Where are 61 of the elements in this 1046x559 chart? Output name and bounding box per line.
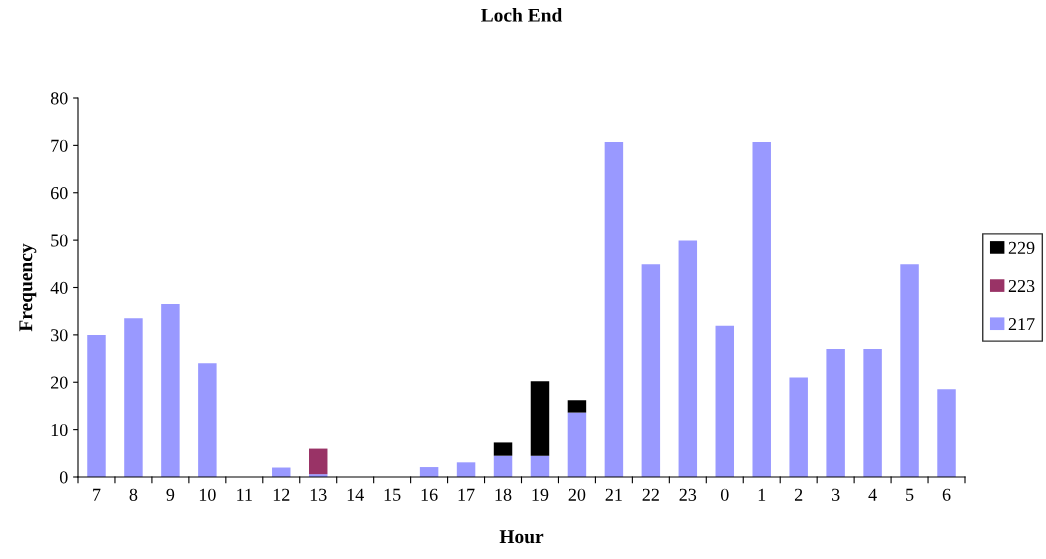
x-tick-label: 1 [758,488,766,501]
bar [198,363,217,477]
bar [789,377,808,477]
bar [124,318,143,477]
legend-label: 223 [1008,279,1035,293]
legend-label: 229 [1008,241,1035,254]
x-tick-label: 5 [906,488,914,501]
bar [826,349,845,477]
legend-label: 217 [1008,318,1035,331]
x-tick-label: 23 [679,488,697,501]
bar [530,455,550,477]
x-tick-label: 19 [532,488,549,501]
x-tick-label: 22 [642,488,659,501]
bar [641,264,661,477]
x-axis-title: Hour [499,530,544,544]
x-tick-label: 4 [868,488,877,501]
y-tick-label: 0 [59,471,68,484]
x-tick-label: 20 [568,488,586,501]
bar [456,462,476,477]
bar [900,264,919,477]
x-tick-label: 15 [384,488,401,501]
bar [567,412,587,477]
bar [752,142,771,477]
x-tick-label: 0 [720,488,729,501]
y-tick-label: 30 [51,329,68,342]
x-tick-label: 18 [495,488,512,501]
bar [937,389,956,477]
bar [678,240,698,477]
x-tick-label: 14 [347,488,364,501]
x-tick-label: 10 [199,488,216,501]
x-tick-label: 11 [237,488,252,501]
x-tick-label: 21 [605,488,622,501]
x-tick-label: 9 [166,488,175,501]
y-tick-label: 80 [50,92,68,105]
x-tick-label: 2 [794,488,803,501]
x-tick-label: 6 [942,488,951,501]
y-axis-title: Frequency [19,243,37,332]
bar [161,304,180,477]
bar [493,442,513,456]
bar [715,325,735,477]
y-tick-label: 70 [51,139,68,152]
y-tick-label: 10 [51,423,68,437]
x-tick-label: 13 [310,488,327,501]
x-tick-label: 17 [458,488,475,501]
bar [863,349,882,477]
bar [530,381,550,456]
y-tick-label: 20 [51,376,68,389]
x-tick-label: 12 [273,488,290,501]
bar [567,400,587,413]
bar [604,142,624,477]
x-tick-label: 16 [421,488,438,501]
x-tick-label: 7 [93,488,101,501]
x-tick-label: 3 [832,488,840,501]
bar [308,448,328,475]
y-tick-label: 50 [51,234,68,247]
y-tick-label: 60 [51,187,68,200]
bar [87,334,106,477]
chart-title: Loch End [481,8,563,22]
x-tick-label: 8 [129,488,138,501]
y-tick-label: 40 [50,281,68,294]
bar [493,455,513,477]
